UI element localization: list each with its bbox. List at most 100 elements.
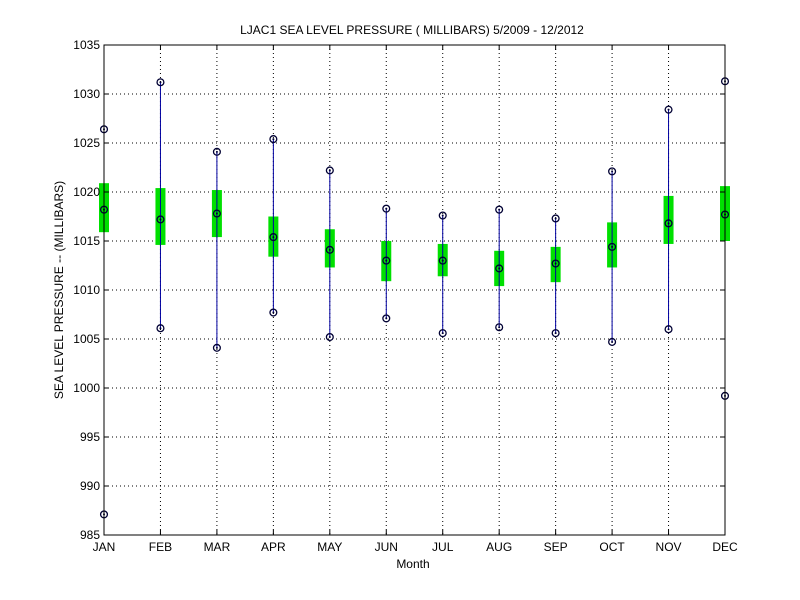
max-marker-dot: [385, 207, 388, 210]
min-marker: [551, 329, 560, 338]
mean-marker-dot: [441, 259, 444, 262]
min-marker-dot: [385, 317, 388, 320]
mean-marker-dot: [159, 218, 162, 221]
y-tick-label: 1000: [73, 381, 100, 395]
mean-marker: [269, 233, 278, 242]
max-marker-dot: [554, 217, 557, 220]
x-tick-label: SEP: [544, 540, 568, 554]
min-marker: [495, 323, 504, 332]
min-marker: [608, 337, 617, 346]
mean-marker-dot: [215, 212, 218, 215]
mean-marker-dot: [272, 236, 275, 239]
max-marker: [382, 204, 391, 213]
y-tick-label: 1030: [73, 87, 100, 101]
x-tick-label: JUN: [375, 540, 398, 554]
box-mar: [211, 147, 222, 352]
min-marker-dot: [215, 346, 218, 349]
min-marker: [382, 314, 391, 323]
mean-marker: [495, 264, 504, 273]
min-marker-dot: [667, 328, 670, 331]
mean-marker: [325, 245, 334, 254]
min-marker-dot: [611, 340, 614, 343]
x-axis-ticks: JAN FEB MAR APR MAY JUN JUL AUG SEP OCT NOV DEC: [93, 45, 738, 554]
max-marker: [664, 105, 673, 114]
mean-marker-dot: [498, 267, 501, 270]
chart-title: LJAC1 SEA LEVEL PRESSURE ( MILLIBARS) 5/…: [240, 23, 584, 37]
mean-marker: [382, 256, 391, 265]
mean-marker-dot: [385, 259, 388, 262]
x-tick-label: DEC: [712, 540, 738, 554]
y-axis-label: SEA LEVEL PRESSURE -- (MILLIBARS): [52, 181, 66, 399]
mean-marker: [551, 259, 560, 268]
y-tick-label: 1035: [73, 38, 100, 52]
x-tick-label: NOV: [656, 540, 682, 554]
y-tick-label: 1020: [73, 185, 100, 199]
mean-marker: [156, 215, 165, 224]
max-marker-dot: [441, 214, 444, 217]
max-marker: [551, 214, 560, 223]
box-feb: [155, 78, 166, 333]
x-tick-label: JUL: [432, 540, 454, 554]
box-jun: [381, 204, 392, 323]
max-marker: [438, 211, 447, 220]
y-tick-label: 1025: [73, 136, 100, 150]
max-marker: [495, 205, 504, 214]
box-jul: [437, 211, 448, 338]
box-apr: [268, 135, 279, 317]
box-sep: [550, 214, 561, 338]
x-axis-label: Month: [396, 557, 429, 571]
max-marker-dot: [498, 208, 501, 211]
x-tick-label: APR: [261, 540, 286, 554]
max-marker-dot: [272, 138, 275, 141]
x-tick-label: OCT: [599, 540, 625, 554]
y-tick-label: 1005: [73, 332, 100, 346]
max-marker: [156, 78, 165, 87]
min-marker-dot: [272, 311, 275, 314]
min-marker-dot: [554, 332, 557, 335]
mean-marker-dot: [554, 262, 557, 265]
min-marker-dot: [441, 332, 444, 335]
max-marker: [608, 167, 617, 176]
y-tick-label: 995: [80, 430, 100, 444]
max-marker-dot: [667, 108, 670, 111]
y-tick-label: 1010: [73, 283, 100, 297]
min-marker-dot: [159, 327, 162, 330]
y-tick-label: 990: [80, 479, 100, 493]
mean-marker: [212, 209, 221, 218]
max-marker: [325, 166, 334, 175]
mean-marker: [664, 219, 673, 228]
y-tick-label: 985: [80, 528, 100, 542]
mean-marker-dot: [611, 245, 614, 248]
y-tick-label: 1015: [73, 234, 100, 248]
box-may: [324, 166, 335, 342]
min-marker: [269, 308, 278, 317]
mean-marker-dot: [328, 248, 331, 251]
x-tick-label: FEB: [149, 540, 172, 554]
y-axis-ticks: 985 990 995 1000 1005 1010 1015 1020 1025 1030 103…: [73, 38, 725, 542]
min-marker: [664, 325, 673, 334]
max-marker-dot: [328, 169, 331, 172]
box-aug: [494, 205, 505, 332]
max-marker-dot: [159, 81, 162, 84]
max-marker: [212, 147, 221, 156]
x-tick-label: MAR: [204, 540, 231, 554]
x-tick-label: MAY: [317, 540, 342, 554]
min-marker-dot: [328, 336, 331, 339]
box-oct: [607, 167, 618, 346]
max-marker-dot: [215, 150, 218, 153]
min-marker: [156, 324, 165, 333]
min-marker: [438, 329, 447, 338]
max-marker: [269, 135, 278, 144]
mean-marker: [438, 256, 447, 265]
min-marker-dot: [498, 326, 501, 329]
mean-marker: [608, 242, 617, 251]
x-tick-label: JAN: [93, 540, 116, 554]
min-marker: [325, 332, 334, 342]
min-marker: [212, 343, 221, 352]
x-tick-label: AUG: [486, 540, 512, 554]
box-nov: [663, 105, 674, 334]
max-marker-dot: [611, 170, 614, 173]
mean-marker-dot: [667, 222, 670, 225]
